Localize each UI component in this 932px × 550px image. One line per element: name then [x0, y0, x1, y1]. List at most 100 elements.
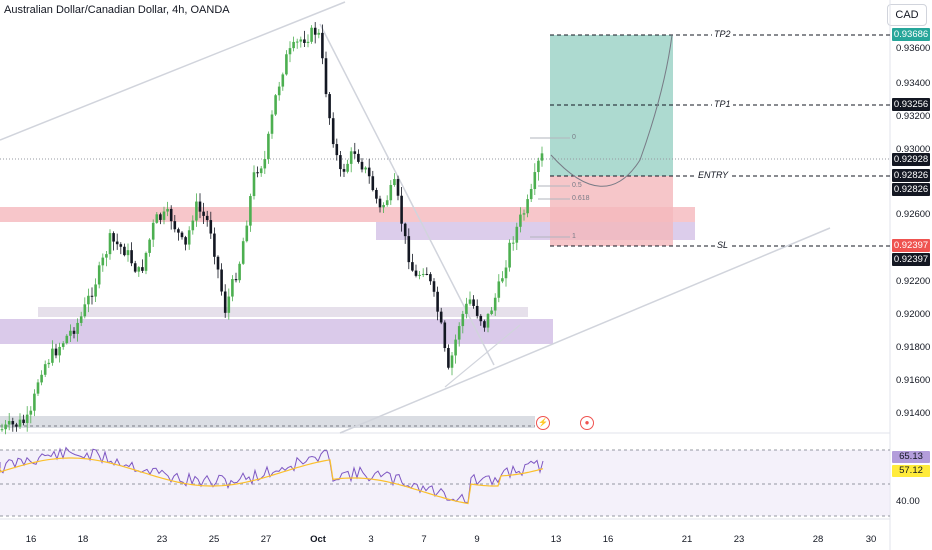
- candle-body: [349, 151, 353, 164]
- fib-0618-label: 0.618: [572, 195, 590, 202]
- candle-body: [223, 291, 227, 313]
- candle-body: [454, 339, 457, 356]
- candle-body: [421, 273, 425, 275]
- candle-body: [288, 48, 292, 55]
- candle-body: [22, 419, 25, 423]
- price-tick: 0.92200: [896, 276, 931, 287]
- candle-body: [108, 233, 112, 255]
- rising-trendline: [444, 324, 521, 388]
- candle-body: [504, 267, 508, 279]
- bottom-zone: [0, 416, 535, 428]
- candle-body: [205, 215, 209, 221]
- candle-body: [234, 279, 238, 281]
- candle-body: [472, 299, 475, 306]
- time-tick-oct: Oct: [310, 534, 326, 545]
- entry-price-tag-2: 0.92826: [892, 183, 930, 196]
- candle-body: [501, 278, 504, 282]
- candle-body: [33, 393, 36, 411]
- candle-body: [342, 169, 346, 172]
- candle-body: [263, 159, 267, 169]
- candle-body: [252, 172, 256, 197]
- candle-body: [277, 86, 281, 96]
- sl-price-tag-2: 0.92397: [892, 253, 930, 266]
- rsi-tick: 40.00: [896, 496, 920, 507]
- candle-body: [367, 167, 371, 177]
- candle-body: [310, 27, 313, 42]
- candle-body: [7, 421, 11, 425]
- candle-body: [285, 54, 288, 75]
- tp2-label: TP2: [712, 29, 733, 39]
- candle-body: [465, 303, 468, 314]
- candle-body: [76, 322, 79, 334]
- candle-body: [94, 284, 97, 297]
- price-tick: 0.92600: [896, 209, 931, 220]
- candle-body: [198, 201, 202, 212]
- sl-price-tag: 0.92397: [892, 239, 930, 252]
- candle-body: [220, 269, 223, 292]
- currency-button[interactable]: CAD: [887, 4, 927, 26]
- fib-05-label: 0.5: [572, 182, 582, 189]
- time-tick: 21: [681, 534, 693, 545]
- candle-body: [241, 241, 245, 264]
- candle-body: [522, 213, 526, 215]
- candle-body: [43, 364, 47, 375]
- purple-zone-lower: [0, 319, 553, 344]
- candle-body: [411, 262, 414, 271]
- candle-body: [393, 179, 396, 186]
- candle-body: [115, 241, 119, 245]
- candle-body: [317, 32, 321, 35]
- candle-body: [11, 421, 15, 425]
- candle-body: [468, 299, 472, 304]
- lower-trendline: [339, 227, 831, 434]
- canada-flag-event-icon[interactable]: ●: [580, 416, 594, 430]
- candle-body: [123, 246, 126, 256]
- price-tick: 0.91600: [896, 375, 931, 386]
- candle-body: [209, 220, 213, 234]
- candle-body: [177, 229, 180, 233]
- candle-body: [519, 214, 522, 227]
- candle-body: [105, 254, 108, 258]
- candle-body: [256, 172, 259, 174]
- price-tick: 0.93000: [896, 144, 931, 155]
- down-trendline: [319, 23, 495, 366]
- candle-body: [425, 273, 429, 275]
- candle-body: [148, 239, 151, 253]
- candle-body: [259, 168, 263, 174]
- time-tick: 25: [208, 534, 220, 545]
- lightning-event-icon[interactable]: ⚡: [536, 416, 550, 430]
- candle-body: [461, 313, 465, 327]
- tp-zone: [550, 35, 673, 176]
- candle-body: [486, 313, 490, 328]
- tp2-price-tag: 0.93686: [892, 28, 930, 41]
- candle-body: [537, 160, 540, 173]
- candle-body: [497, 281, 501, 298]
- projection-path: [550, 34, 673, 187]
- entry-price-tag: 0.92826: [892, 169, 930, 182]
- rsi-band: [0, 450, 890, 516]
- candle-body: [0, 429, 4, 431]
- candle-body: [479, 315, 483, 322]
- time-tick: 13: [550, 534, 562, 545]
- rsi-ma-tag: 57.12: [892, 465, 930, 477]
- candle-body: [216, 256, 220, 270]
- candle-body: [213, 233, 216, 257]
- candle-body: [483, 321, 486, 328]
- candle-body: [508, 242, 511, 268]
- candle-body: [389, 185, 393, 201]
- candle-body: [29, 410, 33, 415]
- candle-body: [61, 343, 65, 347]
- tp1-price-tag: 0.93256: [892, 98, 930, 111]
- time-tick: 3: [368, 534, 374, 545]
- time-tick: 23: [156, 534, 168, 545]
- candle-body: [97, 265, 101, 285]
- candle-body: [303, 39, 306, 43]
- upper-trendline: [0, 1, 346, 141]
- candle-body: [126, 250, 130, 256]
- symbol-title: Australian Dollar/Canadian Dollar, 4h, O…: [4, 4, 230, 16]
- candle-body: [101, 257, 105, 266]
- candle-body: [526, 199, 529, 214]
- candle-body: [357, 153, 360, 162]
- candle-body: [529, 189, 533, 200]
